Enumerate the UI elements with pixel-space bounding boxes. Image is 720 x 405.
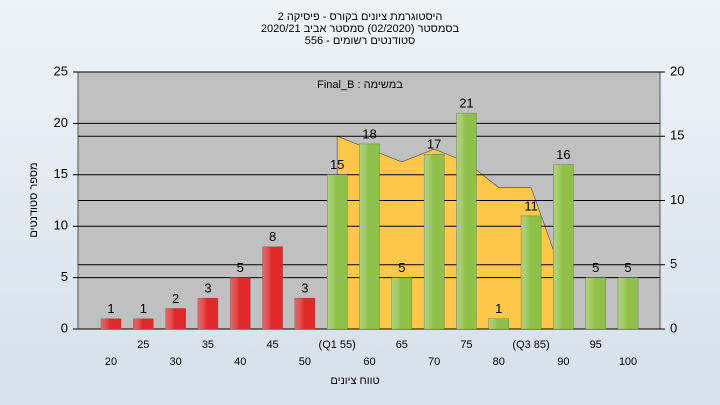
- x-tick-label: 50: [299, 356, 311, 368]
- bar-shine: [521, 215, 542, 329]
- data-label: 1: [140, 301, 147, 316]
- bar-shine: [359, 143, 380, 329]
- y2-tick-label: 15: [670, 128, 684, 143]
- x-tick-label: (Q3 85): [512, 339, 549, 351]
- bar-shine: [456, 113, 477, 330]
- data-label: 11: [524, 198, 538, 213]
- data-label: 18: [362, 126, 376, 141]
- y-tick-label: 5: [61, 269, 68, 284]
- x-tick-label: 20: [105, 356, 117, 368]
- x-tick-label: 40: [234, 356, 246, 368]
- x-tick-label: 60: [363, 356, 375, 368]
- x-tick-label: 95: [590, 339, 602, 351]
- bar-shine: [327, 174, 348, 329]
- data-label: 3: [204, 281, 211, 296]
- data-label: 5: [237, 260, 244, 275]
- data-label: 21: [459, 96, 473, 111]
- bar-shine: [391, 277, 412, 329]
- y2-tick-label: 10: [670, 192, 684, 207]
- bar-shine: [294, 298, 315, 329]
- y-tick-label: 0: [61, 320, 68, 335]
- x-tick-label: 25: [137, 339, 149, 351]
- data-label: 15: [330, 157, 344, 172]
- y-tick-label: 25: [54, 63, 68, 78]
- x-tick-label: 35: [202, 339, 214, 351]
- x-tick-label: 45: [266, 339, 278, 351]
- x-tick-label: 70: [428, 356, 440, 368]
- data-label: 17: [427, 137, 441, 152]
- bar-shine: [553, 164, 574, 329]
- chart-title: סטודנטים רשומים - 556: [305, 35, 416, 47]
- x-tick-label: 80: [493, 356, 505, 368]
- bar-shine: [197, 298, 218, 329]
- data-label: 8: [269, 229, 276, 244]
- x-axis-label: טווח ציונים: [330, 375, 379, 387]
- y-tick-label: 15: [54, 166, 68, 181]
- x-tick-label: 75: [460, 339, 472, 351]
- y2-tick-label: 0: [670, 320, 677, 335]
- y2-tick-label: 20: [670, 63, 684, 78]
- y2-tick-label: 5: [670, 256, 677, 271]
- data-label: 16: [556, 147, 570, 162]
- x-tick-label: 30: [170, 356, 182, 368]
- bar-shine: [133, 318, 154, 329]
- data-label: 5: [592, 260, 599, 275]
- y-tick-label: 20: [54, 115, 68, 130]
- data-label: 2: [172, 291, 179, 306]
- data-label: 1: [107, 301, 114, 316]
- data-label: 1: [495, 301, 502, 316]
- bar-shine: [262, 246, 283, 329]
- data-label: 5: [398, 260, 405, 275]
- bar-shine: [101, 318, 121, 329]
- y-tick-label: 10: [54, 218, 68, 233]
- x-tick-label: 90: [557, 356, 569, 368]
- bar-shine: [165, 308, 186, 329]
- x-tick-label: 100: [619, 356, 637, 368]
- bar-shine: [488, 318, 509, 329]
- subtitle: Final_B : במשימה: [317, 79, 403, 91]
- bar-shine: [424, 154, 445, 329]
- data-label: 3: [301, 281, 308, 296]
- x-tick-label: (Q1 55): [319, 339, 356, 351]
- y-axis-label: מספר סטודנטים: [28, 162, 40, 237]
- data-label: 5: [624, 260, 631, 275]
- chart-title: היסטוגרמת ציונים בקורס - פיסיקה 2: [278, 11, 443, 23]
- bar-shine: [230, 277, 251, 329]
- x-tick-label: 65: [396, 339, 408, 351]
- chart-title: בסמסטר (02/2020) סמסטר אביב 2020/21: [261, 23, 460, 35]
- bar-shine: [618, 277, 638, 329]
- bar-shine: [585, 277, 606, 329]
